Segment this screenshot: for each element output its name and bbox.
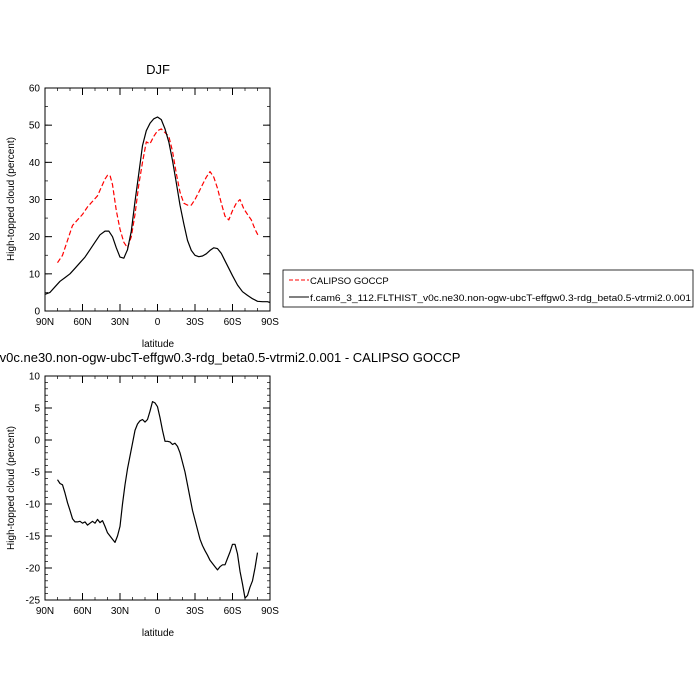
y-tick-label: 40 <box>29 158 41 169</box>
series-line-calipso <box>57 128 260 264</box>
chart-title-difference: f.cam6_3_112.FLTHIST_v0c.ne30.non-ogw-ub… <box>0 350 460 365</box>
top-axes-group: 0 10 20 30 40 50 60 90N 60N 30N 0 30S 60S 90S <box>29 84 279 329</box>
y-tick-label: 20 <box>29 232 41 243</box>
chart-bottom-panel: f.cam6_3_112.FLTHIST_v0c.ne30.non-ogw-ub… <box>0 350 460 639</box>
diff-x-tick-label: 30S <box>186 606 204 617</box>
x-tick-label: 60S <box>224 317 242 328</box>
y-axis-label-difference: High-topped cloud (percent) <box>6 426 17 550</box>
diff-y-tick-label: -5 <box>31 468 40 479</box>
diff-y-tick-label: 10 <box>29 372 41 383</box>
x-tick-label: 60N <box>73 317 91 328</box>
diff-x-tick-label: 0 <box>155 606 161 617</box>
diff-y-tick-label: 5 <box>34 404 40 415</box>
diff-x-tick-label: 30N <box>111 606 129 617</box>
diff-x-tick-label: 60S <box>224 606 242 617</box>
x-axis-label: latitude <box>142 339 175 350</box>
diff-x-tick-label: 60N <box>73 606 91 617</box>
series-line-model <box>44 116 271 304</box>
x-tick-label: 0 <box>155 317 161 328</box>
diff-series-line-model <box>56 401 259 599</box>
y-tick-label: 50 <box>29 121 41 132</box>
legend-label-calipso: CALIPSO GOCCP <box>310 276 389 287</box>
y-tick-label: 60 <box>29 84 41 95</box>
diff-y-tick-label: -15 <box>26 532 41 543</box>
diff-y-tick-label: -20 <box>26 564 41 575</box>
y-tick-label: 0 <box>34 307 40 318</box>
diff-plot-frame <box>44 375 271 601</box>
x-axis-label-difference: latitude <box>142 628 175 639</box>
bottom-series-group <box>56 401 259 599</box>
legend-box <box>282 269 694 308</box>
diff-x-tick-label: 90N <box>36 606 54 617</box>
bottom-axes-group: -25 -20 -15 -10 -5 0 5 10 90N 60N 30N 0 30S 60S 90S <box>26 372 280 618</box>
legend: CALIPSO GOCCP f.cam6_3_112.FLTHIST_v0c.n… <box>282 269 694 308</box>
x-tick-label: 30S <box>186 317 204 328</box>
chart-title: DJF <box>146 62 170 77</box>
top-series-group <box>44 116 271 304</box>
y-axis-label: High-topped cloud (percent) <box>6 137 17 261</box>
diff-x-tick-label: 90S <box>261 606 279 617</box>
diff-y-tick-label: -25 <box>26 596 41 607</box>
chart-top-panel: DJF 0 10 20 30 40 50 60 90N 60N 30N 0 30S 60S 90S lat… <box>6 62 279 350</box>
diff-y-tick-label: 0 <box>34 436 40 447</box>
x-tick-label: 90N <box>36 317 54 328</box>
plot-frame <box>44 87 271 312</box>
x-tick-label: 30N <box>111 317 129 328</box>
y-tick-label: 30 <box>29 195 41 206</box>
diff-y-tick-label: -10 <box>26 500 41 511</box>
legend-label-model: f.cam6_3_112.FLTHIST_v0c.ne30.non-ogw-ub… <box>310 293 691 304</box>
x-tick-label: 90S <box>261 317 279 328</box>
y-tick-label: 10 <box>29 269 41 280</box>
